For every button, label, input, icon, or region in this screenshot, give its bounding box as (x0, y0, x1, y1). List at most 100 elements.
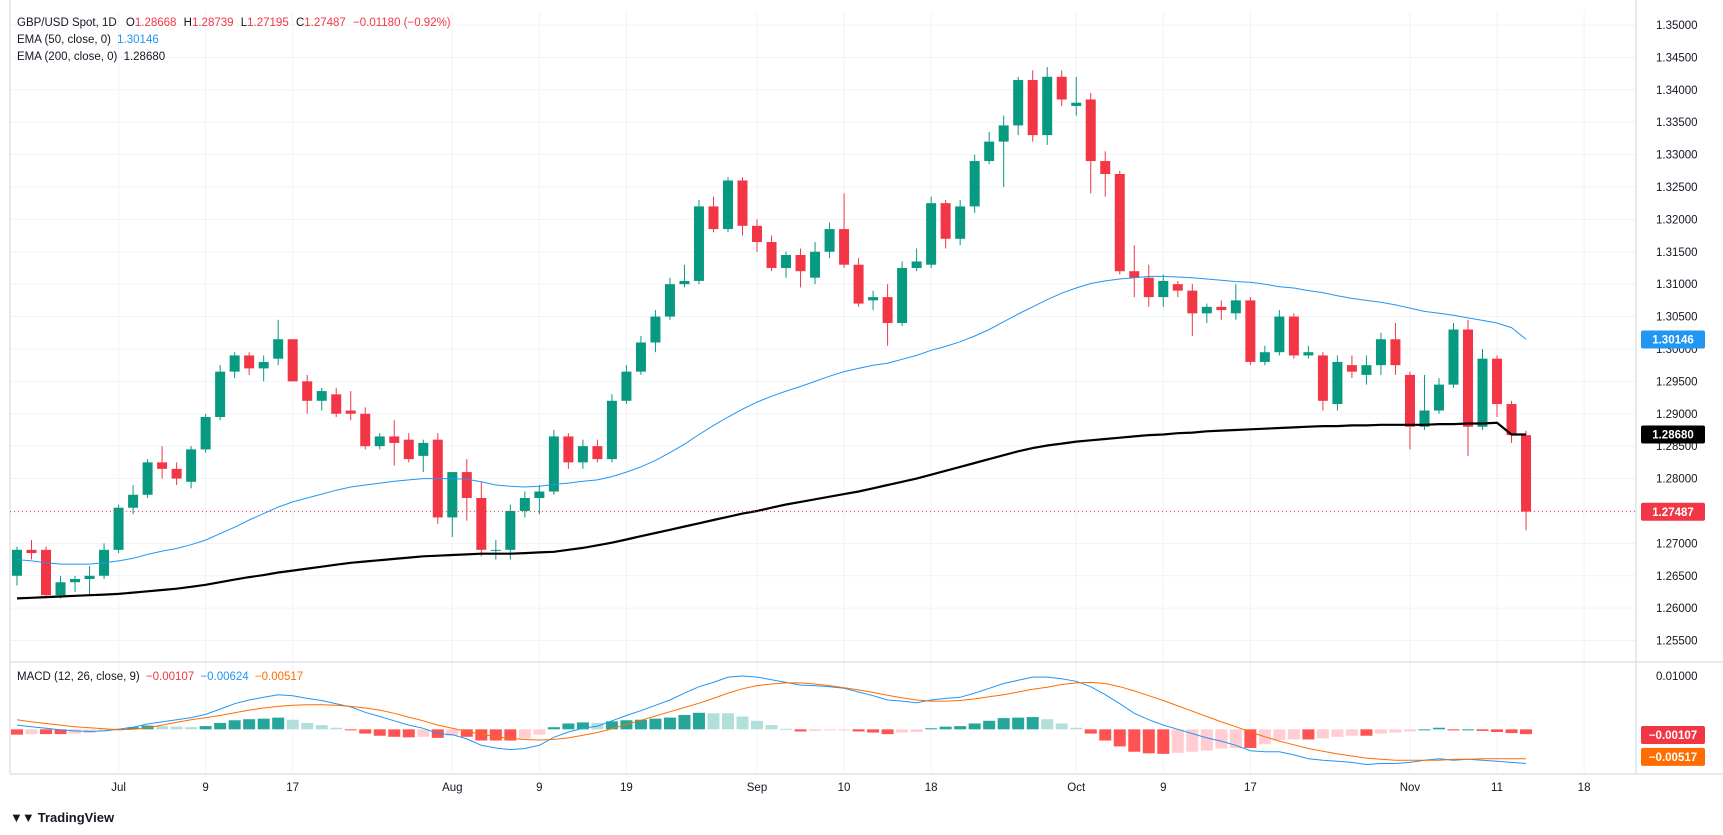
macd-histogram-bar[interactable] (751, 720, 764, 730)
macd-histogram-bar[interactable] (1316, 729, 1329, 739)
macd-histogram-bar[interactable] (1099, 729, 1112, 741)
macd-histogram-bar[interactable] (1462, 729, 1474, 731)
price-pane[interactable] (10, 67, 1636, 600)
macd-histogram-bar[interactable] (214, 722, 227, 730)
candle-body[interactable] (1027, 80, 1038, 136)
candle-body[interactable] (41, 549, 52, 596)
macd-histogram-bar[interactable] (1432, 727, 1445, 730)
macd-histogram-bar[interactable] (954, 726, 967, 730)
macd-histogram-bar[interactable] (1142, 729, 1155, 754)
macd-histogram-bar[interactable] (127, 727, 140, 730)
macd-histogram-bar[interactable] (678, 714, 691, 730)
candle-body[interactable] (302, 381, 313, 401)
macd-histogram-bar[interactable] (11, 729, 23, 735)
macd-histogram-bar[interactable] (54, 729, 67, 735)
macd-histogram-bar[interactable] (765, 725, 778, 730)
price-axis[interactable]: 1.35000 1.34500 1.34000 1.33500 1.33000 1.325… (1656, 20, 1698, 683)
candle-body[interactable] (1303, 352, 1314, 356)
ema200-legend[interactable]: EMA (200, close, 0) 1.28680 (17, 51, 165, 63)
macd-histogram-bar[interactable] (1070, 727, 1083, 730)
macd-histogram-bar[interactable] (1273, 729, 1286, 740)
candle-body[interactable] (1492, 358, 1503, 405)
macd-histogram-bar[interactable] (98, 729, 111, 732)
candle-body[interactable] (1521, 435, 1532, 512)
candle-body[interactable] (998, 125, 1009, 142)
macd-histogram-bar[interactable] (185, 727, 198, 730)
macd-histogram-bar[interactable] (1041, 719, 1054, 730)
macd-histogram-bar[interactable] (1026, 717, 1039, 730)
candle-body[interactable] (490, 549, 501, 551)
macd-histogram-bar[interactable] (1331, 729, 1344, 737)
macd-histogram-bar[interactable] (417, 729, 430, 737)
macd-histogram-bar[interactable] (243, 719, 256, 730)
macd-histogram-bar[interactable] (475, 729, 488, 741)
macd-histogram-bar[interactable] (1418, 729, 1431, 731)
macd-histogram-bar[interactable] (301, 722, 314, 730)
macd-histogram-bar[interactable] (69, 729, 82, 734)
macd-histogram-bar[interactable] (692, 712, 705, 730)
candle-body[interactable] (273, 339, 284, 359)
candle-body[interactable] (1085, 99, 1096, 162)
macd-histogram-bar[interactable] (707, 713, 720, 730)
time-axis[interactable]: Jul 9 17 Aug 9 19 Sep 10 18 Oct 9 17 Nov 11 18 (111, 782, 1590, 794)
candle-body[interactable] (447, 472, 458, 518)
candle-body[interactable] (1042, 76, 1053, 136)
candle-body[interactable] (1100, 161, 1111, 174)
macd-histogram-bar[interactable] (156, 726, 169, 730)
ema50-line[interactable] (16, 275, 1527, 565)
candle-body[interactable] (882, 297, 893, 324)
candle-body[interactable] (418, 442, 429, 456)
candle-body[interactable] (1259, 352, 1270, 362)
macd-histogram-bar[interactable] (1476, 729, 1489, 731)
candle-body[interactable] (839, 229, 850, 265)
macd-histogram-bar[interactable] (910, 729, 923, 732)
candle-body[interactable] (940, 203, 951, 239)
candle-body[interactable] (1463, 329, 1473, 427)
macd-histogram-bar[interactable] (823, 729, 836, 731)
macd-histogram-bar[interactable] (736, 716, 749, 730)
candle-body[interactable] (1013, 80, 1024, 126)
candle-body[interactable] (737, 180, 748, 226)
signal-line[interactable] (16, 681, 1526, 761)
macd-histogram-bar[interactable] (170, 726, 183, 730)
macd-histogram-bar[interactable] (794, 729, 807, 732)
macd-histogram-bar[interactable] (721, 713, 734, 730)
candle-body[interactable] (534, 491, 545, 498)
macd-histogram-bar[interactable] (359, 729, 372, 734)
candle-body[interactable] (200, 417, 211, 450)
candle-body[interactable] (897, 267, 908, 324)
candle-body[interactable] (258, 361, 269, 369)
candle-body[interactable] (1129, 271, 1140, 278)
macd-histogram-bar[interactable] (1491, 729, 1504, 732)
macd-histogram-bar[interactable] (983, 720, 996, 730)
candle-body[interactable] (853, 264, 864, 304)
candle-body[interactable] (1143, 277, 1154, 298)
macd-histogram-bar[interactable] (1229, 729, 1242, 748)
tradingview-logo[interactable]: ▼▼ TradingView (10, 810, 114, 825)
candle-body[interactable] (1056, 76, 1067, 100)
candle-body[interactable] (984, 141, 995, 162)
ema200-line[interactable] (16, 421, 1526, 600)
macd-histogram-bar[interactable] (1244, 729, 1257, 748)
macd-histogram-bar[interactable] (40, 729, 53, 735)
candle-body[interactable] (244, 355, 255, 369)
macd-histogram-bar[interactable] (867, 729, 880, 733)
candle-body[interactable] (1158, 280, 1169, 298)
macd-histogram-bar[interactable] (1403, 729, 1416, 732)
macd-histogram-bar[interactable] (1389, 729, 1402, 733)
candle-body[interactable] (1390, 339, 1401, 366)
macd-histogram-bar[interactable] (1012, 717, 1025, 730)
macd-histogram-bar[interactable] (489, 729, 502, 741)
candle-body[interactable] (345, 410, 356, 414)
candle-body[interactable] (795, 255, 806, 272)
macd-histogram-bar[interactable] (1171, 729, 1184, 753)
candle-body[interactable] (926, 203, 937, 265)
macd-histogram-bar[interactable] (504, 729, 517, 741)
candle-body[interactable] (505, 510, 516, 550)
candle-body[interactable] (766, 242, 777, 268)
macd-histogram-bar[interactable] (199, 726, 212, 730)
macd-histogram-bar[interactable] (576, 722, 589, 730)
macd-pane[interactable] (11, 675, 1533, 766)
candle-body[interactable] (1506, 404, 1517, 436)
